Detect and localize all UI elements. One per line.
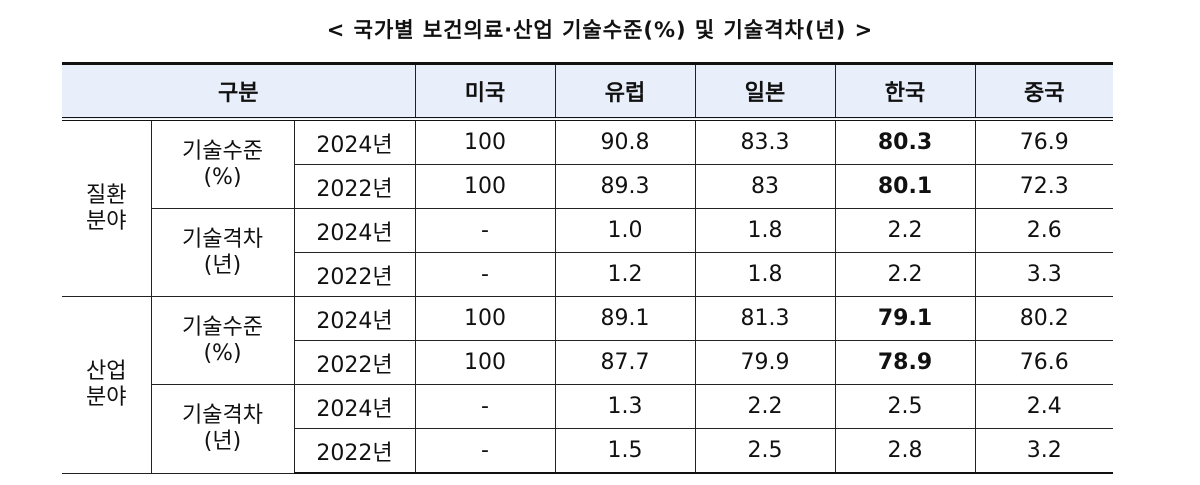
header-category: 구분 (62, 62, 416, 121)
value-cell: 1.2 (554, 252, 696, 297)
value-cell: 1.5 (554, 428, 696, 474)
value-cell: 1.8 (694, 208, 836, 253)
value-cell: - (414, 428, 556, 474)
year-cell: 2022년 (293, 340, 416, 385)
header-country: 유럽 (554, 62, 696, 121)
value-cell: 2.2 (694, 384, 836, 429)
value-cell: 2.8 (834, 428, 976, 474)
year-cell: 2024년 (293, 384, 416, 429)
value-cell: 79.9 (694, 340, 836, 385)
header-country: 한국 (834, 62, 976, 121)
value-cell: 80.1 (834, 164, 976, 209)
value-cell: 72.3 (974, 164, 1114, 209)
table-row: 기술격차 (년) 2024년 -1.3 2.2 2.5 2.4 (62, 384, 1114, 474)
value-cell: 80.2 (974, 296, 1114, 341)
year-cell: 2022년 (293, 252, 416, 297)
value-cell: 89.1 (554, 296, 696, 341)
table-row: 질환 분야 기술수준 (%) 2024년 100 90.8 83.3 80.3 76.9 (62, 118, 1114, 297)
value-cell: 76.6 (974, 340, 1114, 385)
tech-level-table: 구분 미국 유럽 일본 한국 중국 질환 분야 기술수준 (%) 2024년 100 90.8 83.3… (62, 62, 1114, 474)
value-cell: 1.0 (554, 208, 696, 253)
table-row: 2022년 -1.2 1.8 2.2 3.3 (62, 252, 1114, 297)
table-row: 기술격차 (년) 2024년 -1.0 1.8 2.2 2.6 (62, 208, 1114, 297)
table-row: 2022년 100 87.7 79.9 78.9 76.6 (62, 340, 1114, 385)
value-cell: 3.2 (974, 428, 1114, 474)
header-country: 중국 (974, 62, 1114, 121)
value-cell: 100 (414, 340, 556, 385)
year-cell: 2024년 (293, 296, 416, 341)
year-cell: 2024년 (293, 208, 416, 253)
year-cell: 2022년 (293, 164, 416, 209)
table-row: 산업 분야 기술수준 (%) 2024년 100 89.1 81.3 79.1 80.2 (62, 296, 1114, 474)
subgroup-label: 기술수준 (%) (150, 296, 295, 385)
value-cell: 1.8 (694, 252, 836, 297)
header-country: 미국 (414, 62, 556, 121)
header-country: 일본 (694, 62, 836, 121)
value-cell: 2.2 (834, 252, 976, 297)
value-cell: 2.4 (974, 384, 1114, 429)
value-cell: 100 (414, 164, 556, 209)
value-cell: 80.3 (834, 118, 976, 165)
year-cell: 2022년 (293, 428, 416, 474)
subgroup-label: 기술격차 (년) (150, 384, 295, 474)
value-cell: 3.3 (974, 252, 1114, 297)
value-cell: 1.3 (554, 384, 696, 429)
value-cell: 2.5 (694, 428, 836, 474)
value-cell: 79.1 (834, 296, 976, 341)
year-cell: 2024년 (293, 118, 416, 165)
value-cell: 2.5 (834, 384, 976, 429)
table-row: 2022년 -1.5 2.5 2.8 3.2 (62, 428, 1114, 474)
group-label: 질환 분야 (62, 118, 152, 297)
value-cell: 2.6 (974, 208, 1114, 253)
value-cell: 76.9 (974, 118, 1114, 165)
value-cell: 100 (414, 118, 556, 165)
value-cell: 81.3 (694, 296, 836, 341)
value-cell: 2.2 (834, 208, 976, 253)
value-cell: 100 (414, 296, 556, 341)
subgroup-label: 기술격차 (년) (150, 208, 295, 297)
subgroup-label: 기술수준 (%) (150, 118, 295, 209)
value-cell: 89.3 (554, 164, 696, 209)
group-label: 산업 분야 (62, 296, 152, 474)
value-cell: 87.7 (554, 340, 696, 385)
value-cell: - (414, 252, 556, 297)
value-cell: 90.8 (554, 118, 696, 165)
value-cell: - (414, 208, 556, 253)
value-cell: - (414, 384, 556, 429)
value-cell: 83.3 (694, 118, 836, 165)
value-cell: 83 (694, 164, 836, 209)
value-cell: 78.9 (834, 340, 976, 385)
table-title: < 국가별 보건의료·산업 기술수준(%) 및 기술격차(년) > (326, 18, 874, 42)
